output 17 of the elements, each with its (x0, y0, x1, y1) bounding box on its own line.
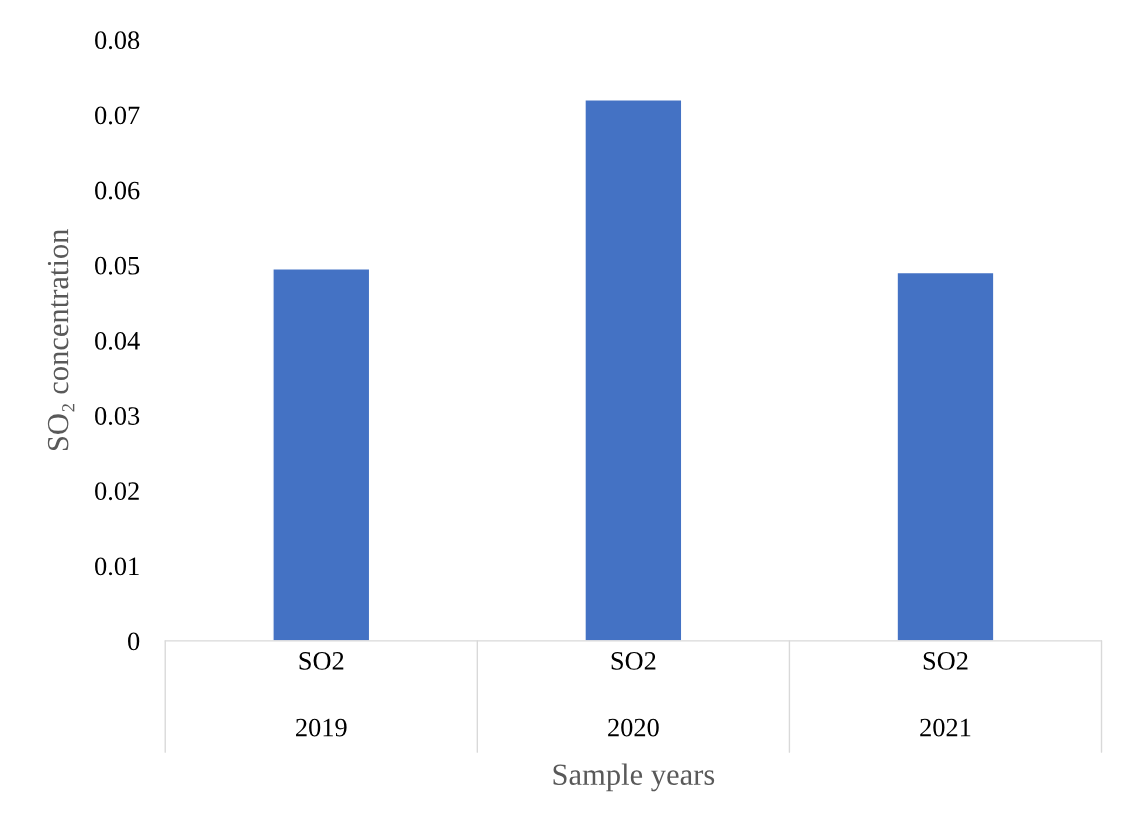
y-axis-title: SO₂ concentration (47, 228, 75, 451)
y-tick-label: 0.08 (95, 31, 140, 50)
category-label: SO2 2020 (608, 652, 659, 737)
y-tick-label: 0.05 (95, 256, 140, 275)
y-tick-label: 0.07 (95, 106, 140, 125)
category-label: SO2 2021 (920, 652, 971, 737)
y-tick-label: 0.03 (95, 407, 140, 425)
y-tick-label: 0.04 (95, 331, 140, 350)
category-label: SO2 2019 (296, 652, 347, 737)
y-tick-label: 0.02 (95, 482, 139, 501)
y-tick-label: 0.01 (95, 557, 139, 576)
x-axis-title: Sample years (553, 763, 715, 792)
bar (584, 99, 683, 641)
y-tick-label: 0 (128, 632, 140, 651)
bar (272, 268, 371, 641)
y-tick-label: 0.06 (95, 181, 140, 200)
bar (896, 271, 995, 641)
